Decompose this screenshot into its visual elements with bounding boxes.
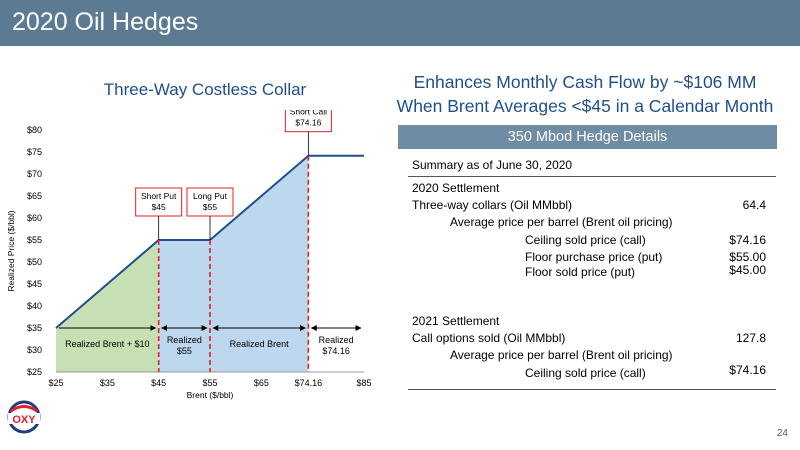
x-axis-label: Brent ($/bbl) [187, 390, 234, 400]
page-number: 24 [776, 428, 788, 439]
y-tick-label: $45 [27, 279, 42, 289]
x-tick-label: $35 [100, 378, 115, 388]
ceiling-label-2021: Ceiling sold price (call) [525, 366, 646, 380]
callout-label-1: Long Put $55 [193, 191, 228, 212]
y-tick-label: $30 [27, 345, 42, 355]
ceiling-value-2021: $74.16 [729, 363, 766, 377]
x-tick-label: $45 [151, 378, 166, 388]
call-options-label: Call options sold (Oil MMbbl) [412, 331, 566, 345]
floor-purchase-label: Floor purchase price (put) [525, 250, 663, 264]
call-options-value: 127.8 [735, 331, 766, 345]
y-tick-label: $25 [27, 367, 42, 377]
region-label-2: Realized Brent [230, 339, 290, 349]
y-tick-label: $50 [27, 257, 42, 267]
headline-line-2: When Brent Averages <$45 in a Calendar M… [396, 96, 774, 116]
region-label-1: Realized $55 [167, 335, 202, 356]
headline-line-1: Enhances Monthly Cash Flow by ~$106 MM [413, 72, 757, 92]
y-tick-label: $60 [27, 213, 42, 223]
x-tick-label: $65 [254, 378, 269, 388]
region-fill-0 [56, 240, 159, 372]
region-fill-2 [210, 155, 309, 372]
title-bar: 2020 Oil Hedges [0, 0, 800, 46]
y-tick-label: $80 [27, 125, 42, 135]
settlement-2021-header: 2021 Settlement [412, 314, 500, 328]
logo-swoosh-icon [10, 405, 38, 413]
collars-label: Three-way collars (Oil MMbbl) [412, 198, 573, 212]
page-title: 2020 Oil Hedges [12, 8, 199, 36]
hedge-details-bar: 350 Mbod Hedge Details [398, 125, 777, 149]
y-tick-label: $40 [27, 301, 42, 311]
x-tick-label: $85 [356, 378, 371, 388]
callout-label-2: Short Call $74.16 [290, 110, 327, 128]
chart-title: Three-Way Costless Collar [103, 80, 307, 99]
summary-label: Summary as of June 30, 2020 [412, 158, 573, 172]
logo-text: OXY [12, 414, 36, 426]
callout-label-0: Short Put $45 [141, 191, 177, 212]
floor-sold-value: $45.00 [729, 263, 766, 277]
collars-value: 64.4 [742, 198, 766, 212]
y-tick-label: $70 [27, 169, 42, 179]
avg-price-label-2020: Average price per barrel (Brent oil pric… [450, 215, 673, 229]
y-tick-label: $35 [27, 323, 42, 333]
y-tick-label: $55 [27, 235, 42, 245]
y-axis-label: Realized Price ($/bbl) [6, 210, 16, 291]
floor-purchase-value: $55.00 [729, 250, 766, 264]
y-tick-label: $75 [27, 147, 42, 157]
y-tick-label: $65 [27, 191, 42, 201]
collar-chart: $25 $30 $35 $40 $45 $50 $55 $60 $65 $70 $75 $80 $25 $… [6, 110, 372, 400]
region-fill-1 [158, 240, 210, 372]
divider [408, 389, 776, 390]
settlement-2020-header: 2020 Settlement [412, 181, 500, 195]
divider [408, 176, 776, 177]
region-label-3: Realized $74.16 [319, 335, 354, 356]
ceiling-value-2020: $74.16 [729, 233, 766, 247]
x-tick-label: $74.16 [295, 378, 323, 388]
hedge-headline: Enhances Monthly Cash Flow by ~$106 MM W… [380, 70, 790, 118]
avg-price-label-2021: Average price per barrel (Brent oil pric… [450, 348, 673, 362]
ceiling-label-2020: Ceiling sold price (call) [525, 233, 646, 247]
hedge-details-table: Summary as of June 30, 2020 2020 Settlem… [408, 156, 776, 392]
callout-box-0 [135, 187, 183, 217]
region-label-0: Realized Brent + $10 [65, 339, 149, 349]
floor-sold-label: Floor sold price (put) [525, 265, 636, 279]
x-tick-label: $25 [48, 378, 63, 388]
x-tick-label: $55 [202, 378, 217, 388]
oxy-logo: OXY [7, 400, 41, 434]
